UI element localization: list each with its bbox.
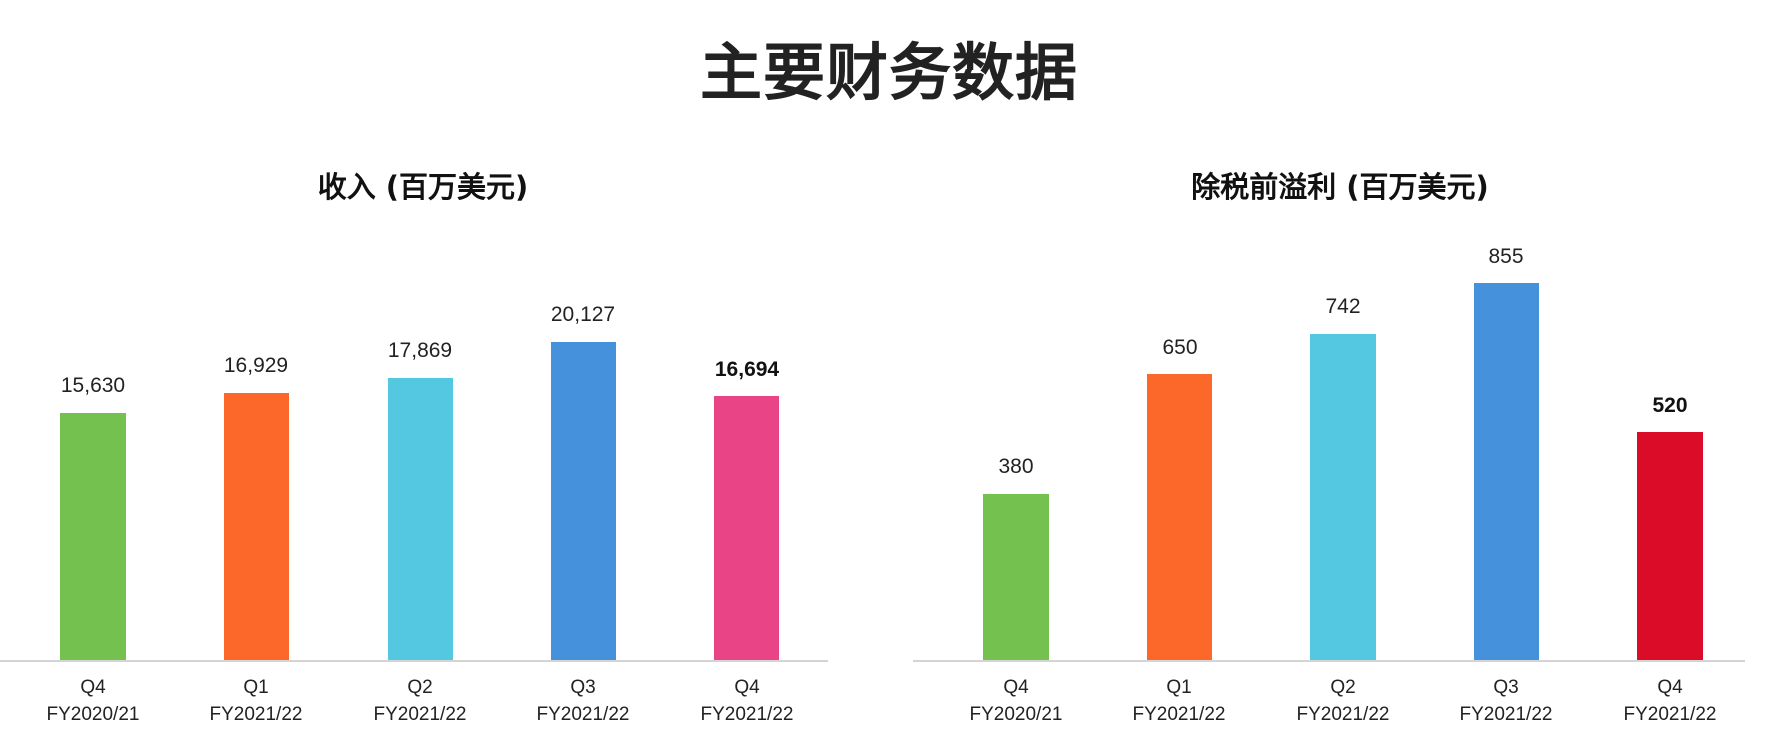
- category-fiscal-year: FY2021/22: [373, 704, 467, 725]
- profit-category-2: Q1 FY2021/22: [1099, 674, 1259, 728]
- category-quarter: Q2: [1330, 677, 1356, 698]
- profit-category-4: Q3 FY2021/22: [1426, 674, 1586, 728]
- category-fiscal-year: FY2021/22: [1132, 704, 1226, 725]
- revenue-x-axis: [0, 660, 828, 662]
- profit-value-2: 650: [1162, 336, 1198, 359]
- category-quarter: Q4: [734, 677, 760, 698]
- category-quarter: Q3: [570, 677, 596, 698]
- category-fiscal-year: FY2021/22: [209, 704, 303, 725]
- category-fiscal-year: FY2021/22: [1296, 704, 1390, 725]
- profit-chart-title: 除税前溢利 (百万美元): [1191, 170, 1489, 204]
- revenue-category-3: Q2 FY2021/22: [340, 674, 500, 728]
- revenue-chart-title: 收入 (百万美元): [317, 170, 529, 204]
- profit-bar-4: [1474, 283, 1539, 660]
- profit-category-1: Q4 FY2020/21: [936, 674, 1096, 728]
- category-quarter: Q2: [407, 677, 433, 698]
- profit-bar-2: [1147, 374, 1212, 660]
- revenue-bar-3: [388, 378, 453, 660]
- category-quarter: Q1: [243, 677, 269, 698]
- category-quarter: Q4: [80, 677, 106, 698]
- profit-value-3: 742: [1325, 295, 1361, 318]
- revenue-value-4: 20,127: [550, 303, 616, 326]
- profit-category-3: Q2 FY2021/22: [1263, 674, 1423, 728]
- category-fiscal-year: FY2021/22: [536, 704, 630, 725]
- revenue-chart: 收入 (百万美元) 15,630 16,929 17,869 20,127 16…: [0, 0, 860, 747]
- revenue-bar-1: [60, 413, 126, 660]
- category-quarter: Q4: [1003, 677, 1029, 698]
- page-title: 主要财务数据: [699, 36, 1078, 109]
- revenue-value-2: 16,929: [223, 354, 289, 377]
- category-quarter: Q4: [1657, 677, 1683, 698]
- profit-value-4: 855: [1488, 245, 1524, 268]
- revenue-bar-4: [551, 342, 616, 660]
- revenue-category-1: Q4 FY2020/21: [13, 674, 173, 728]
- profit-bar-3: [1310, 334, 1376, 660]
- category-fiscal-year: FY2021/22: [700, 704, 794, 725]
- profit-value-1: 380: [998, 455, 1034, 478]
- category-fiscal-year: FY2020/21: [969, 704, 1063, 725]
- revenue-category-4: Q3 FY2021/22: [503, 674, 663, 728]
- category-quarter: Q3: [1493, 677, 1519, 698]
- revenue-bar-2: [224, 393, 289, 660]
- profit-value-5: 520: [1652, 394, 1688, 417]
- revenue-bar-5: [714, 396, 779, 660]
- profit-x-axis: [913, 660, 1745, 662]
- revenue-value-5: 16,694: [714, 358, 780, 381]
- category-fiscal-year: FY2020/21: [46, 704, 140, 725]
- profit-category-5: Q4 FY2021/22: [1590, 674, 1750, 728]
- revenue-category-2: Q1 FY2021/22: [176, 674, 336, 728]
- category-quarter: Q1: [1166, 677, 1192, 698]
- profit-bar-1: [983, 494, 1049, 660]
- revenue-category-5: Q4 FY2021/22: [667, 674, 827, 728]
- revenue-value-3: 17,869: [387, 339, 453, 362]
- revenue-value-1: 15,630: [60, 374, 126, 397]
- profit-bar-5: [1637, 432, 1703, 660]
- category-fiscal-year: FY2021/22: [1459, 704, 1553, 725]
- category-fiscal-year: FY2021/22: [1623, 704, 1717, 725]
